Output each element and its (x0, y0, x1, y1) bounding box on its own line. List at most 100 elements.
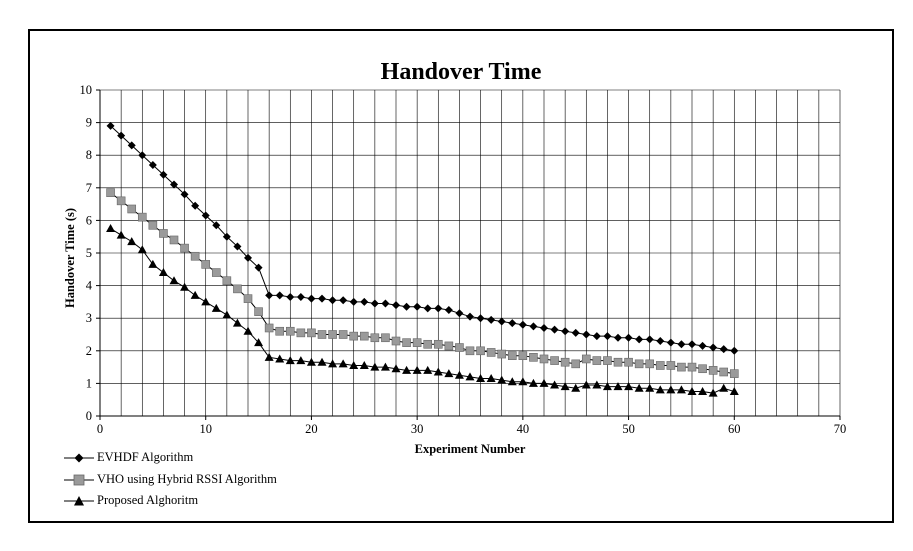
data-point (539, 378, 549, 387)
data-point (550, 356, 559, 365)
data-point (190, 290, 200, 299)
data-point (211, 303, 221, 312)
data-point (423, 339, 433, 349)
data-point (296, 356, 306, 365)
data-point (296, 293, 305, 302)
x-tick-label: 10 (199, 422, 212, 436)
data-point (349, 360, 359, 369)
data-point (169, 276, 179, 285)
data-point (158, 268, 168, 277)
data-point (159, 229, 168, 238)
data-point (476, 314, 485, 323)
data-point (602, 382, 612, 391)
data-point (296, 328, 306, 338)
series-square (106, 188, 739, 378)
data-point (518, 320, 527, 329)
data-point (338, 359, 348, 368)
data-point (465, 346, 475, 356)
legend-item-evhdf: EVHDF Algorithm (64, 450, 193, 465)
data-point (581, 380, 591, 389)
legend-item-vho-hybrid-rssi: VHO using Hybrid RSSI Algorithm (64, 472, 277, 487)
data-point (655, 361, 665, 370)
data-point (402, 365, 412, 374)
data-point (275, 326, 285, 336)
data-point (381, 333, 390, 343)
x-tick-label: 30 (411, 422, 424, 436)
data-point (169, 235, 179, 245)
data-point (444, 306, 453, 315)
data-point (434, 304, 443, 313)
data-point (571, 359, 581, 369)
data-point (138, 151, 147, 160)
data-point (645, 383, 655, 392)
data-point (148, 220, 158, 230)
series-line (110, 192, 735, 375)
data-point (328, 296, 337, 305)
data-point (634, 359, 644, 369)
data-point (698, 341, 707, 350)
data-point (306, 357, 316, 366)
data-point (709, 343, 718, 352)
data-point (497, 349, 507, 359)
y-tick-label: 5 (86, 246, 92, 260)
data-point (465, 372, 475, 381)
data-point (497, 317, 506, 326)
data-point (360, 297, 369, 306)
data-point (317, 357, 327, 366)
data-point (698, 387, 708, 396)
data-point (275, 354, 285, 363)
y-axis-label: Handover Time (s) (63, 208, 77, 308)
data-point (106, 121, 115, 130)
data-point (285, 326, 295, 336)
data-point (666, 385, 676, 394)
x-tick-label: 50 (622, 422, 635, 436)
data-point (454, 370, 464, 379)
chart-title: Handover Time (381, 59, 542, 85)
data-point (127, 141, 136, 150)
data-point (307, 328, 316, 338)
data-point (233, 284, 242, 294)
data-point (380, 362, 390, 371)
data-point (264, 352, 274, 361)
data-point (719, 345, 728, 354)
data-point (476, 346, 485, 356)
x-axis-label: Experiment Number (415, 442, 526, 456)
data-point (655, 385, 665, 394)
data-point (614, 333, 622, 342)
data-point (212, 221, 221, 230)
data-point (518, 351, 528, 360)
data-point (476, 374, 486, 383)
data-point (391, 336, 401, 346)
data-point (412, 365, 422, 374)
data-point (592, 332, 601, 341)
data-point (370, 299, 379, 308)
data-point (243, 326, 253, 335)
x-tick-label: 0 (97, 422, 103, 436)
data-point (264, 323, 274, 333)
data-point (603, 332, 612, 341)
chart-svg: Handover Time 0 10 20 30 40 50 60 70 0 1 2 3 4 5 6 7 8 9 1… (63, 59, 846, 456)
data-point (677, 340, 686, 349)
data-point (180, 282, 190, 291)
data-point (328, 359, 338, 368)
data-point (624, 357, 633, 367)
data-point (254, 263, 263, 272)
data-point (423, 365, 433, 374)
legend-item-proposed: Proposed Alghoritm (64, 493, 198, 508)
data-point (338, 330, 348, 339)
data-point (730, 346, 739, 355)
data-point (634, 383, 644, 392)
data-point (116, 230, 126, 239)
data-point (190, 251, 200, 261)
y-tick-label: 9 (86, 116, 92, 130)
data-point (254, 307, 263, 316)
data-point (624, 333, 633, 342)
data-point (307, 294, 316, 303)
data-point (106, 188, 115, 197)
data-point (222, 310, 232, 319)
legend-label: EVHDF Algorithm (97, 450, 194, 464)
data-point (265, 291, 274, 300)
data-point (201, 211, 210, 220)
data-point (719, 383, 729, 392)
data-point (466, 312, 474, 321)
